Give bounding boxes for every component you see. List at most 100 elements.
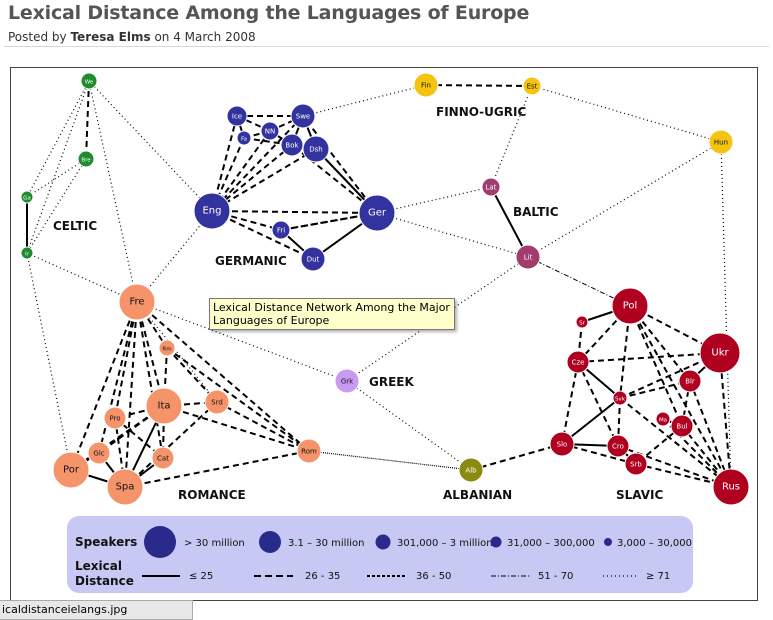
edge-eng-ger [211, 210, 378, 214]
node-label-bok: Bok [285, 142, 299, 150]
node-label-bul: Bul [676, 423, 687, 431]
legend-distance-range-3: 36 - 50 [416, 571, 451, 582]
node-circle-bul [670, 414, 694, 438]
edge-lit-grk [346, 256, 529, 382]
group-label-romance: ROMANCE [178, 488, 246, 502]
node-cro: Cro [606, 434, 630, 458]
node-ita: Ita [145, 387, 183, 425]
edge-ukr-rus [719, 352, 732, 488]
edge-fre-cat [136, 301, 164, 459]
edge-layer [26, 80, 732, 488]
node-label-sr: Sr [579, 321, 585, 327]
node-ma: Ma [655, 411, 671, 427]
legend: Speakers Lexical Distance > 30 million 3… [67, 516, 693, 593]
group-label-slavic: SLAVIC [616, 488, 664, 502]
node-label-ga: Ga [23, 196, 31, 202]
node-circle-fa [236, 130, 252, 146]
legend-distance-range-2: 26 - 35 [305, 571, 340, 582]
node-ger: Ger [358, 194, 396, 232]
node-bul: Bul [670, 414, 694, 438]
edge-ger-fri [280, 212, 378, 231]
legend-speakers-dot-largest [144, 526, 176, 558]
node-circle-spa [106, 468, 144, 506]
legend-distance-range-1: ≤ 25 [189, 571, 213, 582]
node-grk: Grk [334, 368, 360, 394]
group-label-albanian: ALBANIAN [443, 488, 512, 502]
node-hun: Hun [708, 129, 734, 155]
edge-dsh-eng [211, 148, 317, 212]
node-circle-we [80, 72, 98, 90]
node-fre: Fre [118, 283, 156, 321]
network-graph: We Bre Ga Ir Ice Fa NN Swe Bok Dsh Eng Ger Fri Dut Fin… [20, 72, 750, 593]
node-label-nn: NN [265, 128, 275, 136]
node-fri: Fri [271, 220, 291, 240]
node-circle-lat [481, 177, 501, 197]
node-circle-svk [612, 390, 628, 406]
node-label-dut: Dut [307, 256, 320, 264]
language-network-image: We Bre Ga Ir Ice Fa NN Swe Bok Dsh Eng Ger Fri Dut Fin… [10, 67, 758, 601]
node-label-svk: Svk [615, 397, 626, 403]
edge-pol-blr [629, 305, 691, 382]
edge-we-ir [26, 80, 90, 254]
edge-lit-pol [527, 256, 631, 307]
posted-prefix: Posted by [8, 30, 67, 44]
node-label-por: Por [63, 465, 80, 476]
node-slo: Slo [549, 431, 575, 457]
node-we: We [80, 72, 98, 90]
edge-bok-eng [211, 144, 293, 212]
edge-fre-grk [136, 301, 348, 382]
node-ukr: Ukr [699, 332, 741, 374]
node-circle-grk [334, 368, 360, 394]
group-label-baltic: BALTIC [513, 205, 559, 219]
node-label-alb: Alb [465, 467, 477, 475]
node-circle-fin [413, 72, 439, 98]
node-label-rm: Rm [162, 347, 171, 353]
legend-speakers-range-2: 3.1 – 30 million [288, 538, 364, 549]
node-label-est: Est [527, 83, 538, 91]
edge-fre-rom [136, 301, 310, 452]
node-circle-ita [145, 387, 183, 425]
node-circle-srb [624, 452, 648, 476]
status-bar: icaldistanceielangs.jpg [0, 600, 193, 620]
node-label-rom: Rom [301, 448, 317, 456]
node-label-dsh: Dsh [309, 146, 322, 154]
legend-speakers-dot-smallest [604, 538, 612, 546]
node-label-pro: Pro [109, 415, 120, 423]
node-fin: Fin [413, 72, 439, 98]
edge-ger-lit [376, 212, 529, 258]
edge-ita-por [70, 405, 165, 471]
node-alb: Alb [458, 457, 484, 483]
edge-slo-srb [561, 443, 637, 465]
node-spa: Spa [106, 468, 144, 506]
image-tooltip: Lexical Distance Network Among the Major… [209, 298, 455, 330]
edge-we-eng [88, 80, 213, 212]
edge-fa-eng [211, 137, 245, 212]
node-circle-ga [20, 190, 34, 204]
node-label-cze: Cze [572, 359, 585, 367]
node-nn: NN [260, 121, 280, 141]
group-label-celtic: CELTIC [53, 219, 97, 233]
node-por: Por [52, 451, 90, 489]
node-label-spa: Spa [116, 482, 135, 493]
node-layer: We Bre Ga Ir Ice Fa NN Swe Bok Dsh Eng Ger Fri Dut Fin… [20, 72, 750, 506]
node-label-ice: Ice [232, 113, 242, 121]
edge-spa-rom [124, 450, 310, 488]
node-circle-hun [708, 129, 734, 155]
node-circle-dsh [302, 135, 330, 163]
edge-svk-rus [619, 397, 732, 488]
legend-speakers-dot-large [259, 531, 281, 553]
node-label-eng: Eng [202, 206, 221, 217]
node-srb: Srb [624, 452, 648, 476]
node-dsh: Dsh [302, 135, 330, 163]
node-label-fri: Fri [277, 227, 285, 235]
node-label-blr: Blr [685, 378, 695, 386]
node-label-rus: Rus [722, 482, 740, 493]
edge-fre-srd [136, 301, 218, 403]
node-circle-rom [296, 438, 322, 464]
author-link[interactable]: Teresa Elms [70, 30, 151, 44]
edge-bre-ga [26, 158, 87, 198]
node-rus: Rus [712, 468, 750, 506]
legend-distance-range-4: 51 - 70 [538, 571, 573, 582]
post-date: on 4 March 2008 [154, 30, 256, 44]
edge-blr-rus [689, 380, 732, 488]
